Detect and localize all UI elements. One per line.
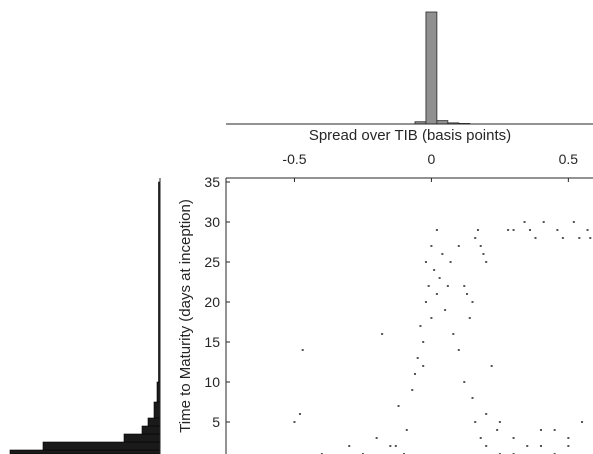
data-point	[411, 389, 414, 391]
data-point	[422, 365, 425, 367]
top-histogram-bar	[425, 11, 438, 125]
data-point	[572, 221, 575, 223]
data-point	[348, 445, 351, 447]
data-point	[471, 397, 474, 399]
data-point	[419, 325, 422, 327]
x-axis-label: Spread over TIB (basis points)	[309, 127, 511, 144]
data-point	[466, 293, 469, 295]
data-point	[435, 293, 438, 295]
data-point	[485, 413, 488, 415]
scatter-points	[293, 221, 592, 454]
data-point	[301, 349, 304, 351]
y-axis: 5 10 15 20 25 30 35	[204, 174, 230, 454]
data-point	[523, 221, 526, 223]
x-tick-label: 0.5	[559, 151, 579, 167]
data-point	[589, 237, 592, 239]
data-point	[485, 445, 488, 447]
data-point	[441, 253, 444, 255]
data-point	[534, 237, 537, 239]
y-tick-label: 35	[204, 174, 220, 190]
data-point	[444, 309, 447, 311]
data-point	[298, 413, 301, 415]
left-histogram-bar	[147, 417, 161, 427]
data-point	[476, 229, 479, 231]
data-point	[567, 445, 570, 447]
data-point	[496, 429, 499, 431]
left-histogram-bar	[42, 441, 161, 451]
data-point	[430, 317, 433, 319]
data-point	[416, 357, 419, 359]
data-point	[435, 229, 438, 231]
data-point	[446, 285, 449, 287]
data-point	[539, 445, 542, 447]
data-point	[578, 237, 581, 239]
left-histogram	[9, 181, 161, 454]
data-point	[507, 229, 510, 231]
data-point	[427, 285, 430, 287]
data-point	[430, 245, 433, 247]
data-point	[438, 277, 441, 279]
left-histogram-bar	[9, 449, 161, 454]
data-point	[542, 221, 545, 223]
y-tick-label: 5	[212, 414, 220, 430]
x-tick-label: -0.5	[282, 151, 306, 167]
data-point	[567, 437, 570, 439]
data-point	[529, 229, 532, 231]
data-point	[375, 437, 378, 439]
data-point	[457, 245, 460, 247]
data-point	[413, 373, 416, 375]
y-axis-label: Time to Maturity (days at inception)	[177, 199, 194, 433]
data-point	[452, 333, 455, 335]
data-point	[468, 317, 471, 319]
top-histogram-bar	[436, 120, 449, 125]
data-point	[457, 349, 460, 351]
data-point	[479, 437, 482, 439]
data-point	[512, 437, 515, 439]
top-histogram	[414, 11, 471, 125]
y-tick-label: 20	[204, 294, 220, 310]
data-point	[526, 445, 529, 447]
data-point	[471, 301, 474, 303]
data-point	[397, 405, 400, 407]
data-point	[422, 341, 425, 343]
y-tick-label: 10	[204, 374, 220, 390]
y-tick-label: 30	[204, 214, 220, 230]
data-point	[433, 269, 436, 271]
data-point	[463, 381, 466, 383]
data-point	[474, 237, 477, 239]
x-axis: -0.5 0 0.5	[226, 151, 593, 182]
data-point	[561, 237, 564, 239]
data-point	[381, 333, 384, 335]
data-point	[512, 229, 515, 231]
data-point	[424, 261, 427, 263]
data-point	[553, 429, 556, 431]
data-point	[389, 445, 392, 447]
data-point	[539, 429, 542, 431]
data-point	[482, 253, 485, 255]
left-histogram-bar	[153, 401, 161, 419]
data-point	[463, 285, 466, 287]
y-tick-label: 25	[204, 254, 220, 270]
y-tick-label: 15	[204, 334, 220, 350]
data-point	[394, 445, 397, 447]
x-tick-label: 0	[428, 151, 436, 167]
data-point	[498, 421, 501, 423]
data-point	[479, 245, 482, 247]
left-histogram-bar	[123, 433, 161, 443]
data-point	[424, 301, 427, 303]
data-point	[556, 229, 559, 231]
data-point	[581, 421, 584, 423]
data-point	[586, 229, 589, 231]
data-point	[490, 365, 493, 367]
data-point	[485, 261, 488, 263]
data-point	[405, 429, 408, 431]
left-histogram-bar	[141, 425, 161, 435]
data-point	[449, 261, 452, 263]
data-point	[474, 421, 477, 423]
data-point	[293, 421, 296, 423]
